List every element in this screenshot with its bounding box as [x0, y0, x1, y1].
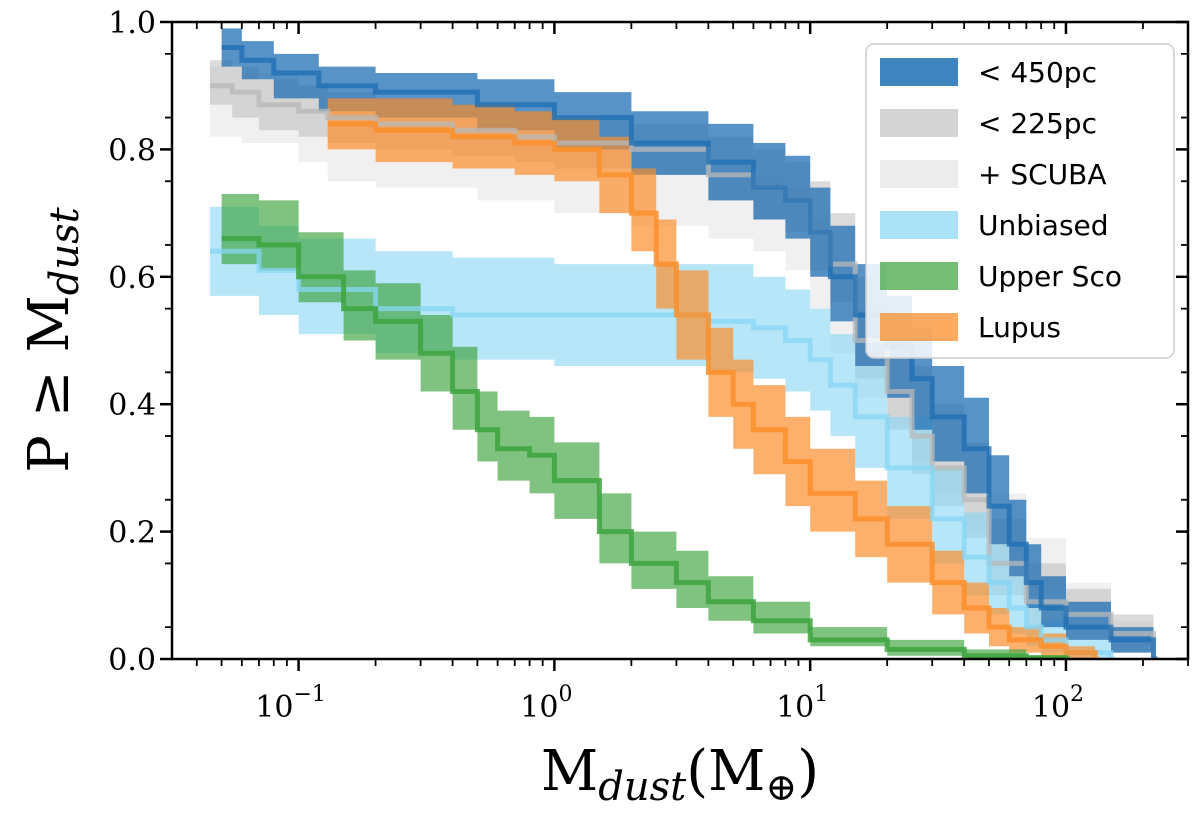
y-tick-label: 0.4	[108, 388, 156, 423]
legend-swatch-upper-sco	[880, 262, 958, 290]
legend-label-upper-sco: Upper Sco	[978, 260, 1122, 293]
series-lines	[209, 45, 1158, 659]
legend-label-225pc: < 225pc	[978, 107, 1097, 140]
line-upper-sco	[221, 236, 1070, 659]
y-axis-title: P ≥ Mdust	[17, 206, 88, 472]
series-bands	[209, 28, 1158, 659]
line-unbiased	[209, 248, 1115, 659]
x-tick-label: 100	[520, 682, 572, 725]
legend-label-lupus: Lupus	[978, 311, 1061, 344]
y-tick-label: 0.2	[108, 516, 156, 551]
plot-frame	[170, 20, 1190, 661]
legend-swatch-scuba	[880, 160, 958, 188]
line-lupus	[327, 121, 1100, 659]
legend-swatch-450pc	[880, 58, 958, 86]
legend-label-450pc: < 450pc	[978, 56, 1097, 89]
line-450pc	[221, 45, 1158, 659]
x-tick-label: 10−1	[255, 682, 326, 725]
band-450pc	[221, 28, 1158, 659]
legend-label-scuba: + SCUBA	[978, 158, 1107, 191]
legend-swatch-225pc	[880, 109, 958, 137]
y-tick-label: 0.6	[108, 261, 156, 296]
legend-label-unbiased: Unbiased	[978, 209, 1109, 242]
y-tick-label: 0.0	[108, 643, 156, 678]
axis-ticks: 10−1 100 101 102 0.0 0.2 0.4 0.6 0.8 1.0	[108, 6, 1189, 725]
band-lupus	[327, 98, 1100, 659]
legend: < 450pc < 225pc + SCUBA Unbiased Upper Sco Lu…	[865, 43, 1175, 359]
x-tick-label: 101	[776, 682, 828, 725]
x-tick-label: 102	[1032, 682, 1084, 725]
x-axis-title: Mdust(M⊕)	[541, 739, 819, 810]
legend-swatch-unbiased	[880, 211, 958, 239]
y-tick-label: 0.8	[108, 133, 156, 168]
band-upper-sco	[221, 194, 1071, 659]
legend-swatch-lupus	[880, 313, 958, 341]
y-tick-label: 1.0	[108, 6, 156, 41]
